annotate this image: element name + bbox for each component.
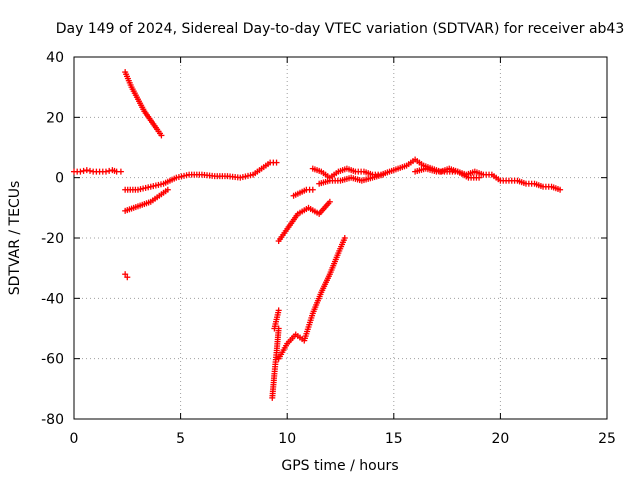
y-tick-label: -60 — [41, 352, 64, 368]
data-point — [326, 198, 333, 205]
axis-ticks: 0 5 10 15 20 25 -80 -60 -40 -20 0 20 40 — [41, 50, 616, 447]
data-point — [117, 168, 124, 175]
data-point — [86, 167, 93, 174]
x-tick-label: 10 — [278, 431, 296, 447]
y-tick-label: -80 — [41, 412, 64, 428]
y-tick-label: 40 — [46, 50, 64, 66]
x-tick-label: 15 — [385, 431, 403, 447]
data-point — [341, 235, 348, 241]
chart-title: Day 149 of 2024, Sidereal Day-to-day VTE… — [56, 21, 625, 37]
data-point — [476, 174, 483, 181]
y-axis-label: SDTVAR / TECUs — [7, 181, 23, 296]
y-tick-label: 20 — [46, 110, 64, 126]
data-point — [77, 168, 84, 175]
x-tick-label: 5 — [176, 431, 185, 447]
x-tick-label: 20 — [491, 431, 509, 447]
data-point — [80, 167, 87, 174]
data-point — [557, 186, 564, 193]
data-point — [102, 168, 109, 175]
data-points — [71, 69, 564, 401]
data-point — [275, 307, 282, 314]
x-tick-label: 25 — [598, 431, 616, 447]
grid — [74, 57, 607, 419]
data-point — [309, 186, 316, 193]
data-point — [273, 159, 280, 166]
data-point — [164, 186, 171, 193]
y-tick-label: -20 — [41, 231, 64, 247]
data-point — [106, 167, 113, 174]
data-point — [122, 271, 129, 278]
data-point — [124, 274, 131, 281]
data-point — [380, 171, 387, 178]
plot-frame — [73, 56, 608, 420]
y-tick-label: 0 — [55, 171, 64, 187]
data-point — [158, 132, 165, 139]
x-axis-label: GPS time / hours — [281, 458, 398, 474]
data-point — [83, 167, 90, 174]
x-tick-label: 0 — [70, 431, 79, 447]
y-tick-label: -40 — [41, 291, 64, 307]
